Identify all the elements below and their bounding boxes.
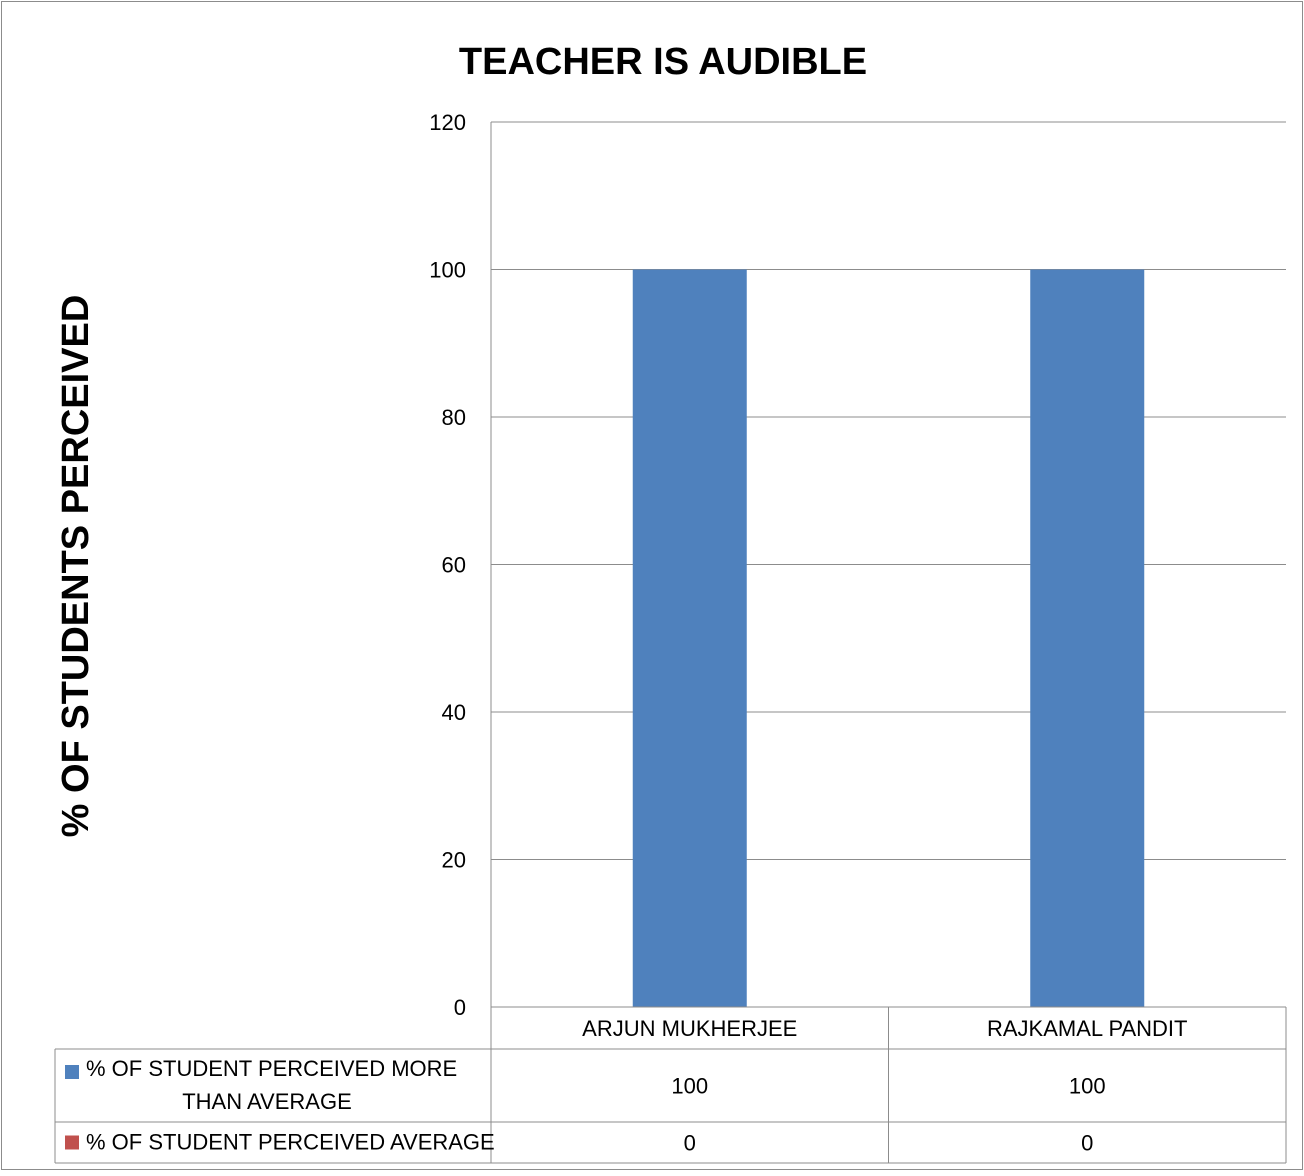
legend-label: % OF STUDENT PERCEIVED AVERAGE [86, 1130, 495, 1155]
data-label: 0 [684, 1131, 696, 1156]
data-table: ARJUN MUKHERJEE RAJKAMAL PANDIT % OF STUDE… [54, 1006, 1287, 1164]
y-tick-label: 40 [442, 700, 466, 725]
data-label: 0 [1081, 1131, 1093, 1156]
y-tick-label: 20 [442, 848, 466, 873]
y-tick-label: 80 [442, 405, 466, 430]
x-tick-label: ARJUN MUKHERJEE [582, 1016, 797, 1041]
legend-swatch [65, 1135, 79, 1150]
y-tick-label: 120 [429, 110, 466, 135]
y-tick-label: 60 [442, 553, 466, 578]
y-tick-label: 0 [454, 995, 466, 1020]
y-axis-ticks: 0 20 40 60 80 100 120 [429, 110, 466, 1020]
data-label: 100 [1069, 1074, 1106, 1099]
bar-1-1 [632, 269, 747, 1007]
bars [632, 269, 1145, 1007]
y-axis-label: % OF STUDENTS PERCEIVED [55, 295, 97, 838]
x-tick-label: RAJKAMAL PANDIT [987, 1016, 1187, 1041]
legend-label: % OF STUDENT PERCEIVED MORE [86, 1056, 457, 1081]
bar-1-2 [1030, 269, 1145, 1007]
legend-swatch [65, 1065, 79, 1079]
legend-label: THAN AVERAGE [182, 1089, 352, 1114]
chart-title: TEACHER IS AUDIBLE [459, 41, 867, 83]
data-label: 100 [671, 1074, 708, 1099]
y-tick-label: 100 [429, 258, 466, 283]
